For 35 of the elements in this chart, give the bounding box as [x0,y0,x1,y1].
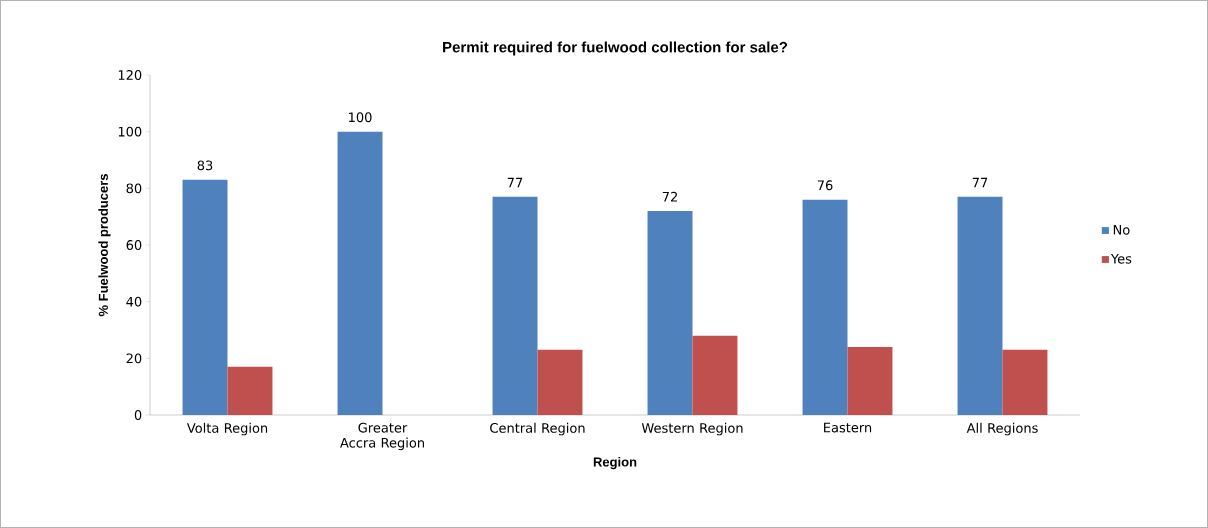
y-tick-label: 20 [126,353,142,364]
y-tick-label: 60 [126,240,142,250]
bar [1002,349,1048,415]
bar [337,131,383,415]
x-tick-label: Central Region [490,422,585,436]
data-label: 77 [507,177,523,188]
bar [182,179,228,415]
bar [692,335,738,415]
y-tick-label: 0 [134,410,142,420]
bar [957,196,1003,415]
data-label: 72 [662,191,677,202]
x-tick-label: Eastern [824,422,872,433]
bar [492,196,538,415]
x-tick-label: Greater Accra Region [340,422,424,451]
data-label: 76 [817,180,833,191]
x-tick-label: All Regions [966,422,1038,436]
x-tick-label: Volta Region [186,422,268,436]
bar [537,349,583,415]
bar [647,211,693,415]
y-tick-label: 80 [126,183,142,194]
x-axis-title: Region [593,457,637,470]
legend-label: Yes [1110,254,1132,264]
y-tick-label: 100 [118,126,142,137]
data-label: 77 [972,177,988,188]
data-label: 100 [349,112,372,123]
bar [227,366,273,415]
y-axis-title: % Fuelwood producers [98,174,111,317]
chart-title: Permit required for fuelwood collection for sale? [443,41,788,56]
y-tick-label: 120 [118,70,142,80]
bar [847,347,893,415]
legend-label: No [1113,225,1130,235]
x-tick-label: Western Region [641,422,743,436]
bar [802,199,848,415]
y-tick-label: 40 [126,296,142,307]
data-label: 83 [197,160,213,171]
